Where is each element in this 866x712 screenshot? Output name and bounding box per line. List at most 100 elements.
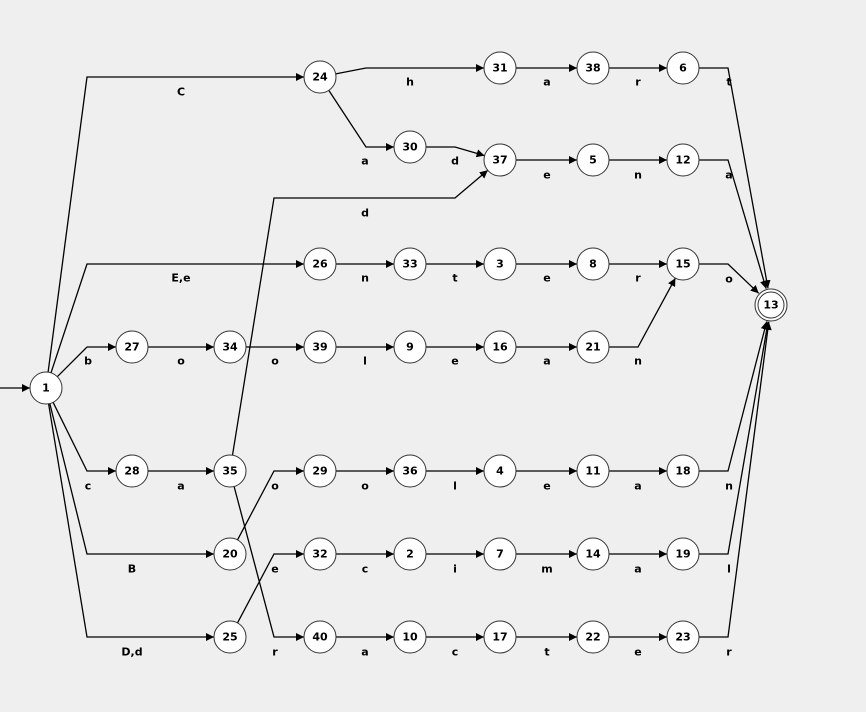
state-label: 12 bbox=[675, 154, 690, 167]
state-21: 21 bbox=[576, 330, 610, 364]
state-label: 13 bbox=[763, 299, 778, 312]
state-circle bbox=[213, 330, 247, 364]
state-26: 26 bbox=[303, 247, 337, 281]
state-circle bbox=[393, 537, 427, 571]
transition-label-35-40: r bbox=[272, 646, 278, 659]
state-circle bbox=[483, 620, 517, 654]
state-label: 38 bbox=[585, 62, 600, 75]
state-13: 13 bbox=[754, 288, 788, 322]
state-circle bbox=[666, 454, 700, 488]
transition-15-13 bbox=[699, 263, 760, 294]
state-circle bbox=[303, 454, 337, 488]
state-32: 32 bbox=[303, 537, 337, 571]
transition-label-6-13: t bbox=[726, 76, 731, 89]
state-label: 26 bbox=[312, 258, 328, 271]
state-11: 11 bbox=[576, 454, 610, 488]
state-label: 1 bbox=[42, 382, 50, 395]
state-31: 31 bbox=[483, 51, 517, 85]
state-label: 21 bbox=[585, 341, 600, 354]
state-label: 7 bbox=[496, 548, 504, 561]
transition-35-37 bbox=[231, 169, 489, 456]
state-circle bbox=[576, 330, 610, 364]
state-8: 8 bbox=[576, 247, 610, 281]
state-circle bbox=[303, 620, 337, 654]
state-label: 19 bbox=[675, 548, 690, 561]
state-label: 32 bbox=[312, 548, 327, 561]
transition-label-28-35: a bbox=[177, 480, 184, 493]
state-14: 14 bbox=[576, 537, 610, 571]
state-circle bbox=[576, 620, 610, 654]
transition-label-34-39: o bbox=[271, 355, 279, 368]
state-circle bbox=[393, 247, 427, 281]
transition-label-29-36: o bbox=[361, 480, 369, 493]
state-label: 34 bbox=[222, 341, 238, 354]
state-label: 10 bbox=[402, 631, 418, 644]
state-label: 16 bbox=[492, 341, 508, 354]
transition-label-7-14: m bbox=[541, 563, 552, 576]
state-20: 20 bbox=[213, 537, 247, 571]
state-label: 14 bbox=[585, 548, 601, 561]
state-15: 15 bbox=[666, 247, 700, 281]
state-30: 30 bbox=[393, 130, 427, 164]
state-40: 40 bbox=[303, 620, 337, 654]
transition-1-27 bbox=[56, 343, 116, 378]
state-circle bbox=[393, 330, 427, 364]
state-circle bbox=[483, 143, 517, 177]
transition-label-10-17: c bbox=[452, 646, 459, 659]
transition-23-13 bbox=[699, 321, 772, 638]
state-25: 25 bbox=[213, 620, 247, 654]
transition-label-40-10: a bbox=[361, 646, 368, 659]
state-label: 27 bbox=[124, 341, 139, 354]
state-1: 1 bbox=[29, 371, 63, 405]
transition-1-24 bbox=[47, 73, 304, 373]
state-28: 28 bbox=[115, 454, 149, 488]
transition-label-30-37: d bbox=[451, 155, 459, 168]
state-circle bbox=[303, 247, 337, 281]
transition-label-1-24: C bbox=[177, 86, 185, 99]
transition-label-38-6: r bbox=[635, 76, 641, 89]
state-circle bbox=[483, 330, 517, 364]
state-circle bbox=[303, 537, 337, 571]
state-label: 40 bbox=[312, 631, 328, 644]
transition-1-28 bbox=[52, 402, 116, 475]
state-17: 17 bbox=[483, 620, 517, 654]
state-circle bbox=[213, 454, 247, 488]
state-circle bbox=[393, 454, 427, 488]
state-29: 29 bbox=[303, 454, 337, 488]
state-4: 4 bbox=[483, 454, 517, 488]
state-circle bbox=[666, 537, 700, 571]
transition-6-13 bbox=[699, 67, 771, 289]
state-circle bbox=[115, 454, 149, 488]
transition-1-20 bbox=[49, 403, 214, 558]
edge-labels-layer: Ch a r t a d d e n a E,e n t e r o b o o l e a n c a o o l e a n B e c i m a… bbox=[84, 76, 733, 659]
transition-1-26 bbox=[50, 260, 304, 374]
transition-24-30 bbox=[328, 90, 394, 151]
state-label: 30 bbox=[402, 141, 418, 154]
state-label: 35 bbox=[222, 465, 237, 478]
state-34: 34 bbox=[213, 330, 247, 364]
transition-label-20-29: o bbox=[271, 480, 279, 493]
state-36: 36 bbox=[393, 454, 427, 488]
state-37: 37 bbox=[483, 143, 517, 177]
transition-label-23-13: r bbox=[726, 646, 732, 659]
transition-label-32-2: c bbox=[362, 563, 369, 576]
state-label: 15 bbox=[675, 258, 690, 271]
state-24: 24 bbox=[303, 60, 337, 94]
state-circle bbox=[303, 60, 337, 94]
transition-label-8-15: r bbox=[635, 272, 641, 285]
state-circle bbox=[576, 247, 610, 281]
state-circle bbox=[483, 454, 517, 488]
state-label: 17 bbox=[492, 631, 507, 644]
state-22: 22 bbox=[576, 620, 610, 654]
transition-label-24-30: a bbox=[361, 155, 368, 168]
transition-19-13 bbox=[699, 321, 771, 555]
transition-label-17-22: t bbox=[544, 646, 549, 659]
transition-20-29 bbox=[236, 467, 304, 541]
transition-label-21-15: n bbox=[634, 355, 642, 368]
state-9: 9 bbox=[393, 330, 427, 364]
transition-label-35-37: d bbox=[361, 207, 369, 220]
state-label: 3 bbox=[496, 258, 504, 271]
state-circle bbox=[303, 330, 337, 364]
